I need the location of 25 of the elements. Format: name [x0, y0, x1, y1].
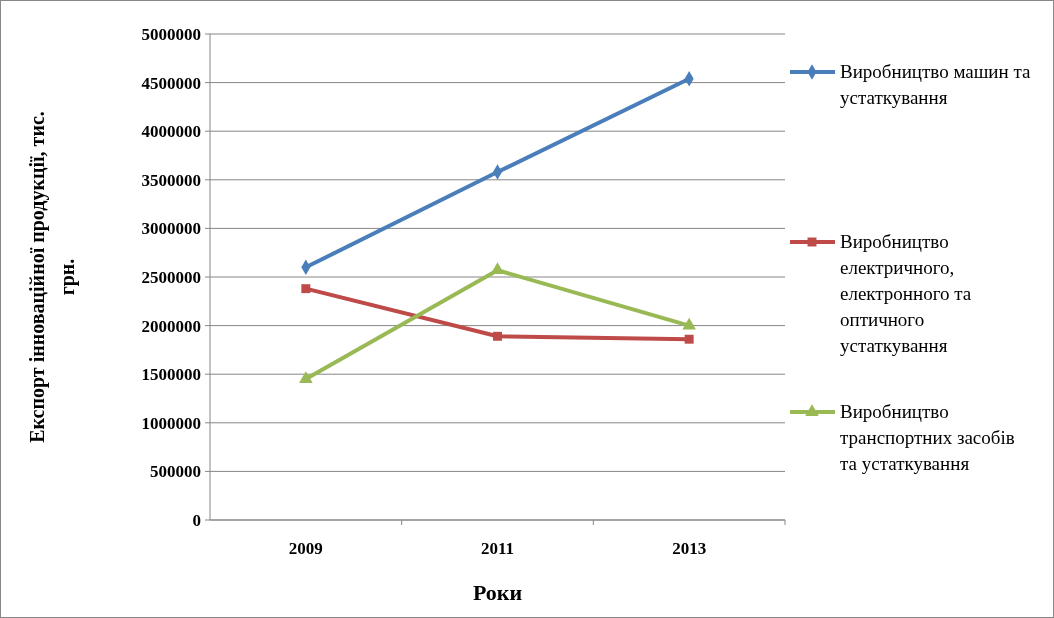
point — [299, 371, 313, 383]
y-tick-label: 2000000 — [141, 316, 201, 336]
y-tick-label: 1500000 — [141, 365, 201, 385]
x-tick-label: 2011 — [480, 539, 515, 558]
y-tick-label: 4500000 — [141, 73, 201, 93]
y-tick-label: 3500000 — [141, 170, 201, 190]
y-tick-label: 4000000 — [141, 122, 201, 142]
legend-label: Виробництво машин та устаткування — [840, 61, 1031, 108]
legend-label: Виробництво транспортних засобів та устаткування — [840, 401, 1015, 474]
legend-label: Виробництво електричного, електронного та оптичного устаткування — [840, 231, 972, 356]
y-tick-label: 500000 — [150, 462, 201, 482]
point — [682, 317, 696, 330]
y-tick-label: 0 — [192, 510, 201, 530]
y-tick-label: 5000000 — [141, 24, 201, 44]
point — [493, 331, 502, 341]
x-tick-label: 2013 — [672, 539, 707, 558]
y-tick-label: 2500000 — [141, 267, 201, 287]
y-tick-label: 1000000 — [141, 413, 201, 433]
x-tick-label: 2009 — [288, 539, 323, 558]
point — [490, 262, 505, 275]
x-axis-title: Роки — [472, 580, 523, 605]
point — [301, 284, 311, 294]
y-tick-label: 3000000 — [141, 219, 201, 239]
point — [684, 334, 694, 344]
y-axis-title: Експорт інноваційної продукції, тис. грн. — [26, 111, 79, 443]
